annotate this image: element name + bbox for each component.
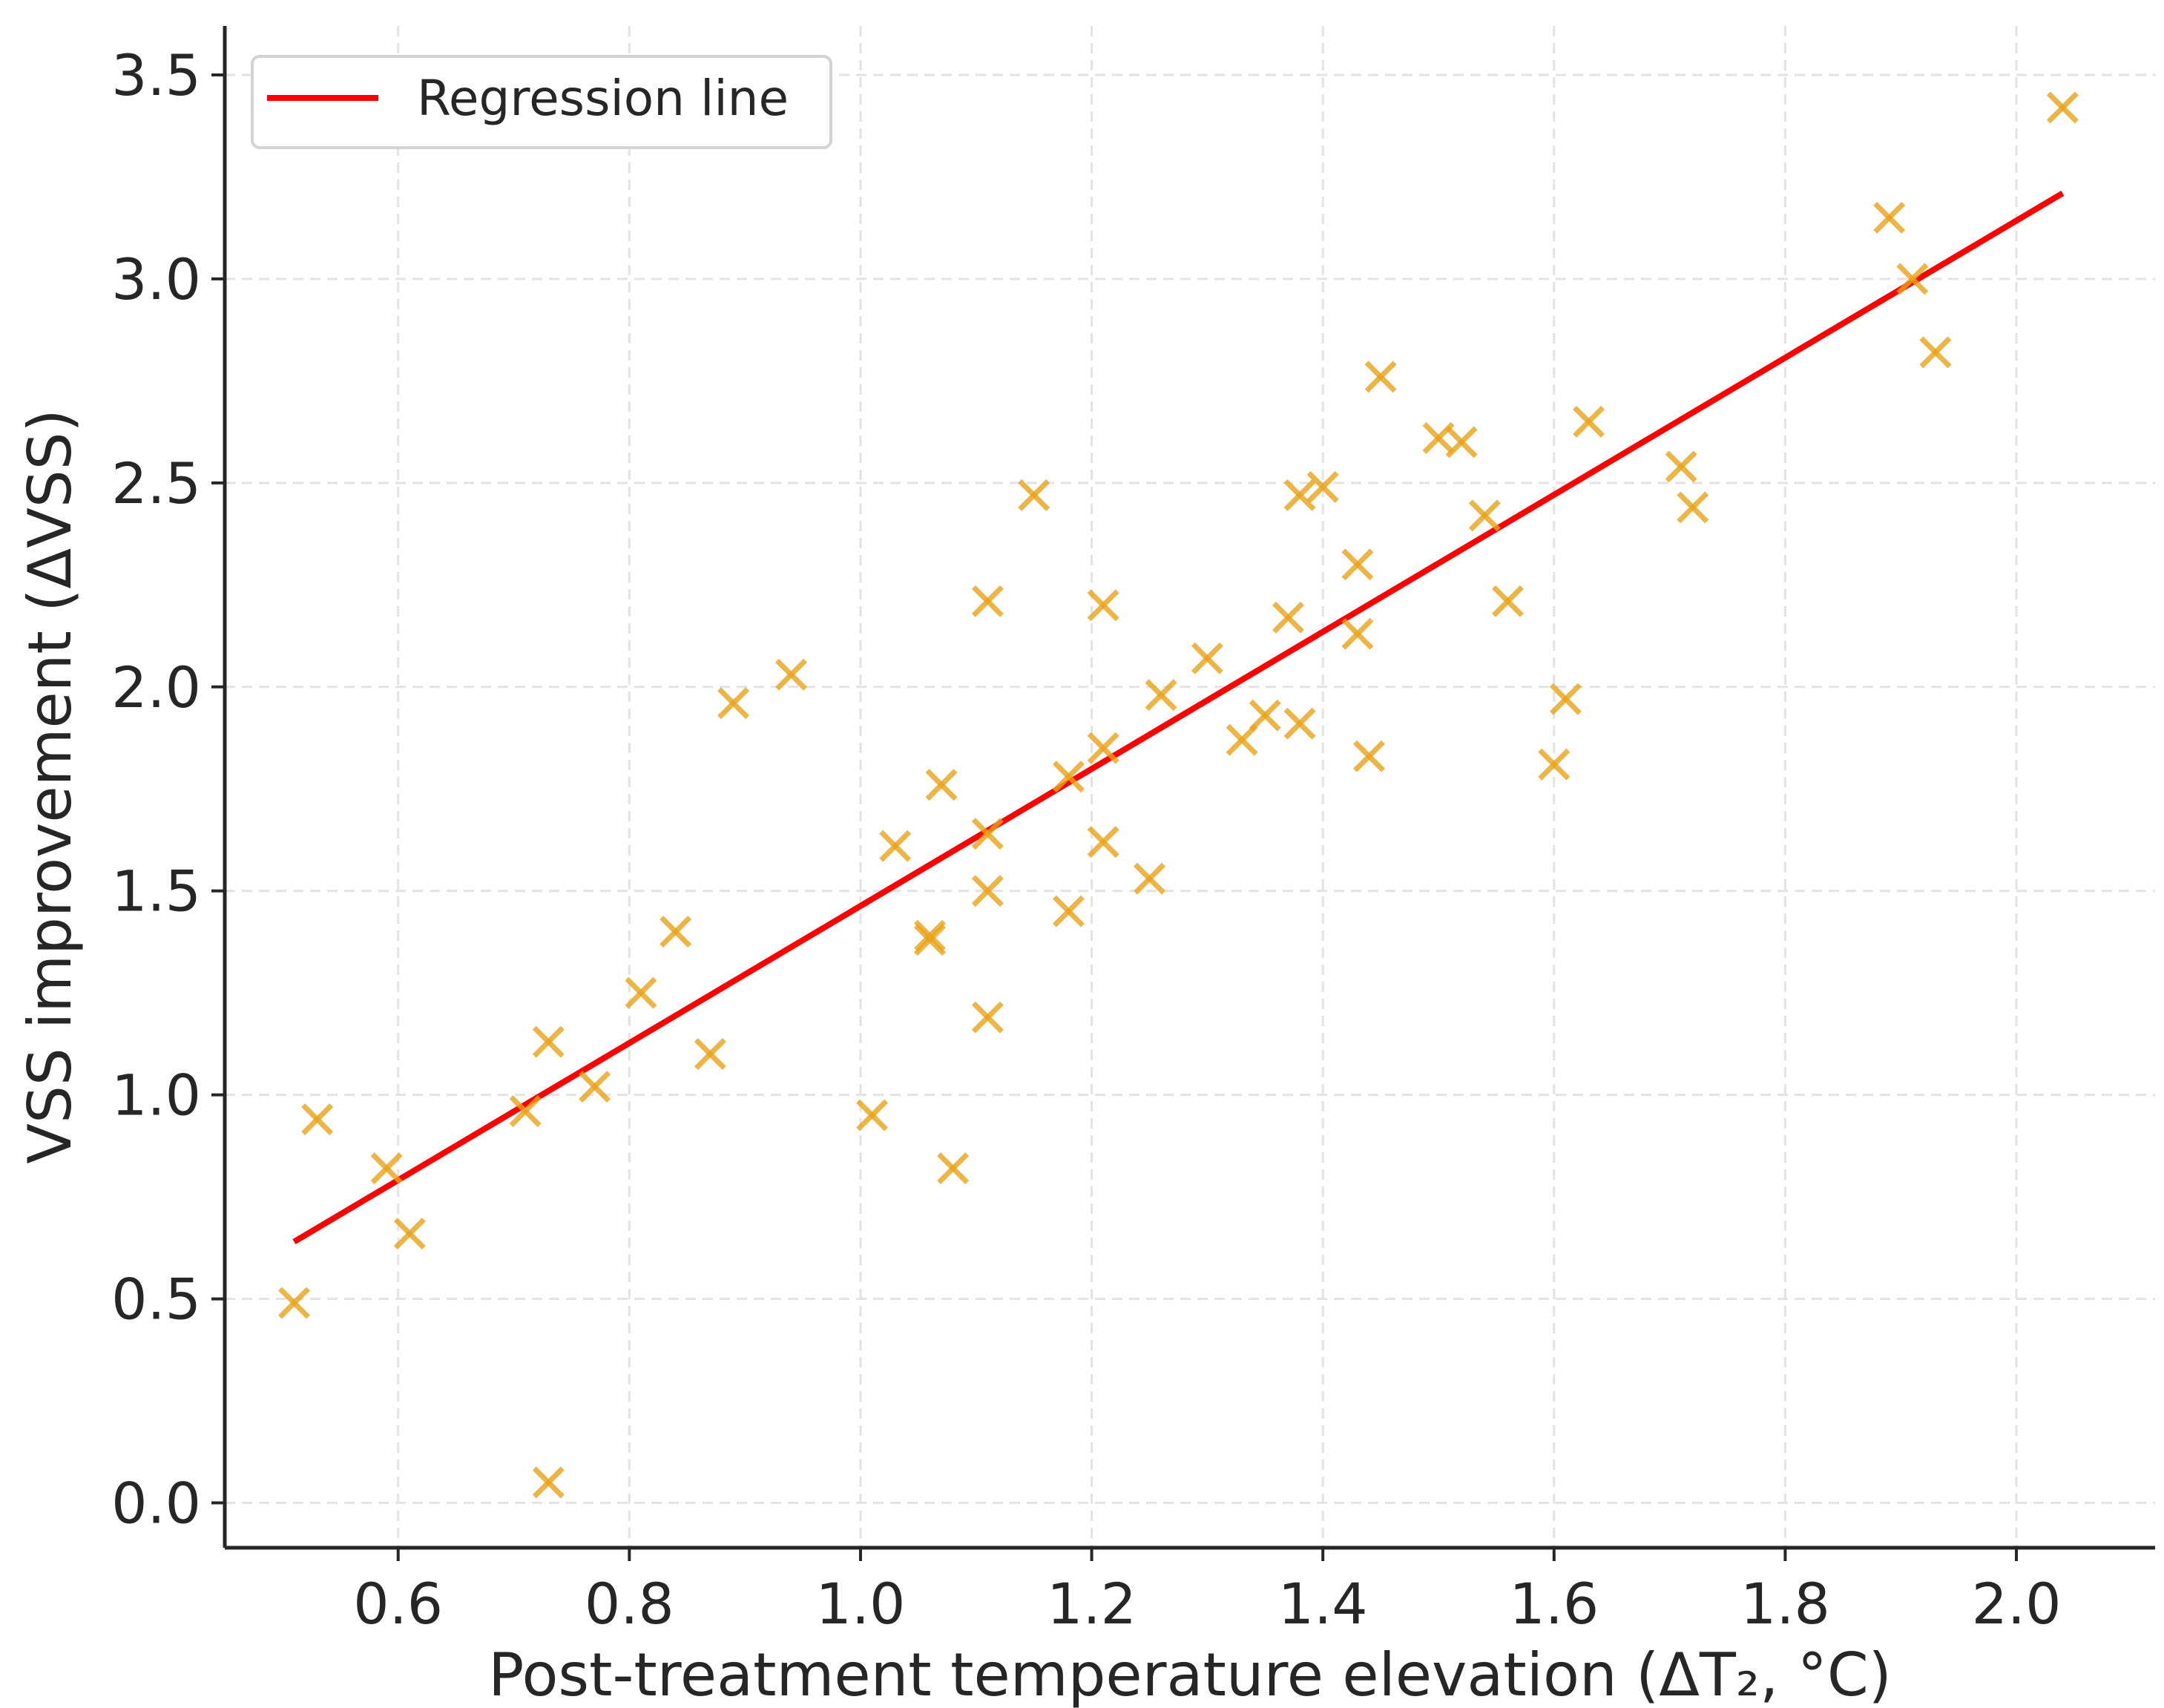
- data-point: [532, 1025, 565, 1058]
- data-point: [1052, 761, 1085, 793]
- data-point: [393, 1218, 426, 1250]
- y-tick-label: 2.0: [111, 654, 201, 720]
- data-point: [579, 1071, 611, 1103]
- x-tick-label: 2.0: [1972, 1571, 2062, 1637]
- y-axis-label: VSS improvement (ΔVSS): [16, 409, 85, 1163]
- x-ticks: 0.6 0.8 1.0 1.2 1.4 1.6 1.8 2.0: [353, 1548, 2061, 1637]
- data-point: [1538, 748, 1571, 781]
- data-points: [278, 91, 2079, 1499]
- data-point: [625, 976, 657, 1009]
- data-point: [913, 924, 946, 956]
- data-point: [1272, 601, 1304, 634]
- data-point: [1549, 683, 1582, 715]
- x-tick-label: 0.6: [353, 1571, 443, 1637]
- data-point: [532, 1466, 565, 1499]
- data-point: [2046, 91, 2079, 124]
- x-tick-label: 1.0: [816, 1571, 906, 1637]
- y-tick-label: 0.0: [111, 1471, 201, 1537]
- data-point: [370, 1152, 403, 1185]
- data-point: [1341, 617, 1374, 650]
- data-point: [278, 1287, 310, 1319]
- data-point: [301, 1103, 334, 1136]
- data-point: [1191, 642, 1223, 674]
- data-point: [1226, 723, 1258, 756]
- data-point: [1145, 679, 1177, 712]
- axes: [223, 26, 2155, 1550]
- data-point: [694, 1038, 726, 1071]
- grid: [225, 26, 2155, 1548]
- data-point: [937, 1152, 970, 1185]
- y-ticks: 0.0 0.5 1.0 1.5 2.0 2.5 3.0 3.5: [111, 42, 225, 1537]
- y-tick-label: 1.5: [111, 858, 201, 924]
- data-point: [1665, 450, 1697, 483]
- data-point: [879, 830, 912, 862]
- regression-line: [292, 191, 2065, 1245]
- data-point: [660, 916, 692, 948]
- data-point: [913, 919, 946, 952]
- data-point: [1283, 479, 1316, 511]
- data-point: [1364, 361, 1397, 393]
- data-point: [1052, 895, 1085, 927]
- data-point: [856, 1099, 889, 1131]
- legend: Regression line: [251, 55, 832, 149]
- regression-layer: [292, 191, 2065, 1245]
- data-point: [971, 875, 1004, 907]
- y-tick-label: 1.0: [111, 1062, 201, 1129]
- data-point: [1445, 426, 1478, 459]
- data-point: [1896, 263, 1929, 295]
- data-point: [1249, 699, 1281, 732]
- legend-frame: [251, 55, 832, 149]
- data-point: [1873, 201, 1906, 234]
- data-point: [1341, 548, 1374, 581]
- x-tick-label: 1.4: [1278, 1571, 1368, 1637]
- x-tick-label: 0.8: [585, 1571, 674, 1637]
- data-point: [1573, 405, 1605, 438]
- data-point: [1283, 707, 1316, 740]
- data-point: [717, 687, 750, 720]
- data-point: [1087, 732, 1119, 764]
- y-tick-label: 0.5: [111, 1267, 201, 1333]
- data-point: [1087, 589, 1119, 622]
- data-point: [1133, 862, 1165, 895]
- x-tick-label: 1.8: [1740, 1571, 1830, 1637]
- data-point: [509, 1095, 542, 1128]
- data-point: [971, 818, 1004, 850]
- data-point: [1018, 479, 1050, 511]
- data-point: [1087, 826, 1119, 858]
- legend-label-regression: Regression line: [417, 70, 789, 127]
- data-point: [1491, 585, 1524, 617]
- data-point: [971, 1001, 1004, 1034]
- data-point: [971, 585, 1004, 617]
- data-point: [1306, 470, 1339, 503]
- y-tick-label: 3.5: [111, 42, 201, 108]
- data-point: [774, 658, 807, 691]
- data-point: [1353, 740, 1385, 772]
- data-point: [1468, 499, 1501, 532]
- data-point: [1919, 336, 1952, 369]
- x-tick-label: 1.2: [1047, 1571, 1137, 1637]
- x-axis-label: Post-treatment temperature elevation (ΔT…: [488, 1640, 1892, 1708]
- data-point: [1677, 491, 1709, 524]
- y-tick-label: 3.0: [111, 246, 201, 312]
- x-tick-label: 1.6: [1509, 1571, 1599, 1637]
- y-tick-label: 2.5: [111, 450, 201, 516]
- data-point: [925, 769, 958, 801]
